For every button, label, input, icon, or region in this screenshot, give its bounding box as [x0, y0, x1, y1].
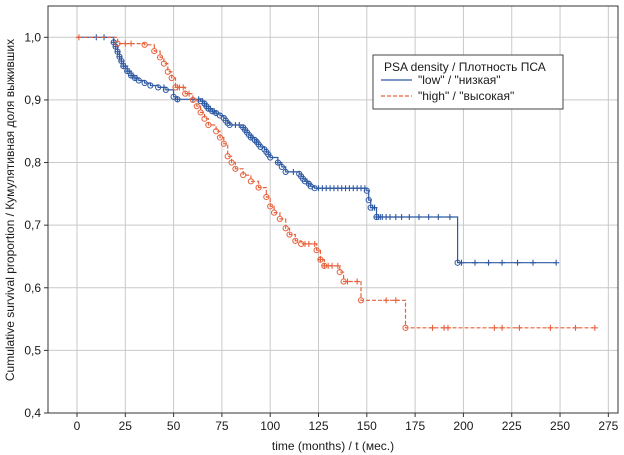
event-marker-high [164, 68, 171, 75]
event-marker-high [216, 134, 224, 141]
event-marker-high [255, 184, 262, 191]
x-tick-label: 200 [453, 419, 473, 433]
event-marker-high [240, 171, 247, 179]
event-marker-high [247, 178, 254, 185]
event-marker-high [282, 225, 289, 232]
event-marker-high [156, 54, 164, 61]
event-marker-low [147, 82, 154, 89]
event-marker-high [114, 40, 121, 47]
y-tick-label: 0,4 [24, 406, 41, 420]
event-marker-high [267, 203, 274, 210]
event-marker-low [365, 197, 372, 204]
y-axis: 0,4 0,5 0,6 0,7 0,8 0,9 1,0 [24, 30, 48, 420]
legend: PSA density / Плотность ПСА "low" / "низ… [372, 54, 564, 110]
x-axis-title: time (months) / t (мес.) [272, 439, 394, 453]
event-marker-high [213, 128, 220, 135]
series-layer [75, 34, 598, 331]
legend-label-low: "low" / "низкая" [418, 73, 501, 87]
legend-label-high: "high" / "высокая" [418, 89, 514, 103]
event-marker-low [267, 154, 274, 161]
event-marker-high [189, 96, 197, 104]
y-axis-title: Cumulative survival proportion / Кумулят… [3, 39, 17, 381]
x-tick-label: 50 [167, 419, 181, 433]
plot-frame [47, 5, 619, 414]
y-tick-label: 0,9 [24, 93, 41, 107]
event-marker-high [286, 231, 293, 238]
legend-box [372, 54, 564, 110]
event-marker-high [313, 247, 320, 254]
x-tick-label: 150 [357, 419, 377, 433]
y-tick-label: 0,8 [24, 156, 41, 170]
event-marker-low [282, 168, 289, 176]
event-marker-low [278, 163, 285, 171]
y-tick-label: 0,7 [24, 218, 41, 232]
x-tick-label: 275 [598, 419, 618, 433]
event-marker-low [265, 151, 272, 158]
event-marker-high [402, 324, 409, 331]
event-marker-high [336, 269, 343, 276]
x-tick-label: 25 [119, 419, 133, 433]
event-marker-high [228, 159, 235, 166]
y-tick-label: 0,6 [24, 281, 41, 295]
event-marker-high [168, 74, 175, 82]
event-marker-high [197, 109, 204, 116]
x-tick-label: 125 [308, 419, 328, 433]
event-marker-low [155, 84, 162, 91]
x-tick-label: 0 [74, 419, 81, 433]
event-marker-high [263, 193, 270, 201]
x-tick-label: 175 [405, 419, 425, 433]
event-marker-high [224, 153, 231, 160]
event-marker-low [224, 119, 231, 127]
event-marker-high [270, 209, 278, 216]
event-marker-high [141, 41, 148, 48]
x-tick-label: 250 [550, 419, 570, 433]
event-marker-high [292, 237, 299, 244]
event-marker-high [232, 165, 239, 172]
x-tick-label: 75 [215, 419, 229, 433]
series-high [75, 34, 598, 331]
event-marker-low [226, 121, 233, 129]
x-axis: 0 25 50 75 100 125 150 175 200 225 250 275 [74, 413, 619, 433]
x-tick-label: 100 [260, 419, 280, 433]
event-marker-high [220, 140, 227, 147]
legend-title: PSA density / Плотность ПСА [384, 60, 546, 74]
event-marker-high [160, 60, 168, 67]
event-marker-high [193, 103, 200, 110]
event-marker-high [205, 121, 212, 129]
y-tick-label: 1,0 [24, 30, 41, 44]
y-tick-label: 0,5 [24, 343, 41, 357]
event-marker-high [357, 297, 365, 304]
event-marker-high [151, 47, 158, 55]
x-tick-label: 225 [502, 419, 522, 433]
series-low [77, 34, 560, 266]
event-marker-high [201, 115, 208, 122]
event-marker-high [276, 215, 283, 222]
event-marker-low [141, 79, 148, 87]
